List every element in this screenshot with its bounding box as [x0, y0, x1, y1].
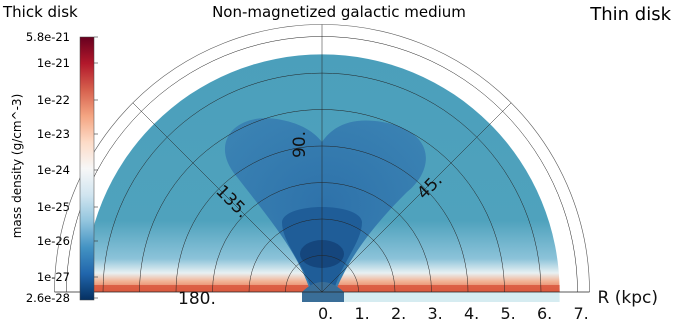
- colorbar: [79, 36, 95, 301]
- radial-tick-label: 3.: [428, 304, 443, 323]
- bubble-lobes: [224, 118, 426, 290]
- grid-spoke: [132, 102, 323, 293]
- radial-tick-label: 7.: [574, 304, 589, 323]
- grid-spoke: [321, 102, 512, 293]
- radial-tick-label: 2.: [391, 304, 406, 323]
- radial-axis-label: R (kpc): [598, 288, 658, 308]
- colorbar-tick-label: 1e-21: [36, 56, 70, 70]
- lower-strip: [322, 292, 560, 302]
- thin-disk-label: Thin disk: [590, 4, 671, 25]
- radial-tick-label: 4.: [464, 304, 479, 323]
- radial-tick-label: 1.: [355, 304, 370, 323]
- angular-tick-label: 180.: [178, 289, 216, 309]
- angular-tick-label: 90.: [290, 131, 310, 158]
- colorbar-tick-label: 5.8e-21: [25, 30, 70, 44]
- radial-tick-label: 5.: [501, 304, 516, 323]
- thick-disk-label: Thick disk: [3, 3, 78, 21]
- radial-tick-label: 6.: [537, 304, 552, 323]
- axis-labels: 0. 1. 2. 3. 4. 5. 6. 7.R (kpc)45.90.135.180.: [178, 131, 658, 323]
- colorbar-tick-label: 1e-22: [36, 93, 70, 107]
- colorbar-tick-label: 1e-25: [36, 200, 70, 214]
- radial-tick-label: 0.: [318, 304, 333, 323]
- colorbar-tick-label: 1e-24: [36, 163, 70, 177]
- colorbar-tick-label: 1e-27: [36, 270, 70, 284]
- colorbar-tick-label: 2.6e-28: [25, 291, 70, 305]
- polar-grid: [54, 24, 590, 293]
- colorbar-tick-label: 1e-26: [36, 234, 70, 248]
- plot-title: Non-magnetized galactic medium: [212, 3, 466, 21]
- colorbar-tick-label: 1e-23: [36, 127, 70, 141]
